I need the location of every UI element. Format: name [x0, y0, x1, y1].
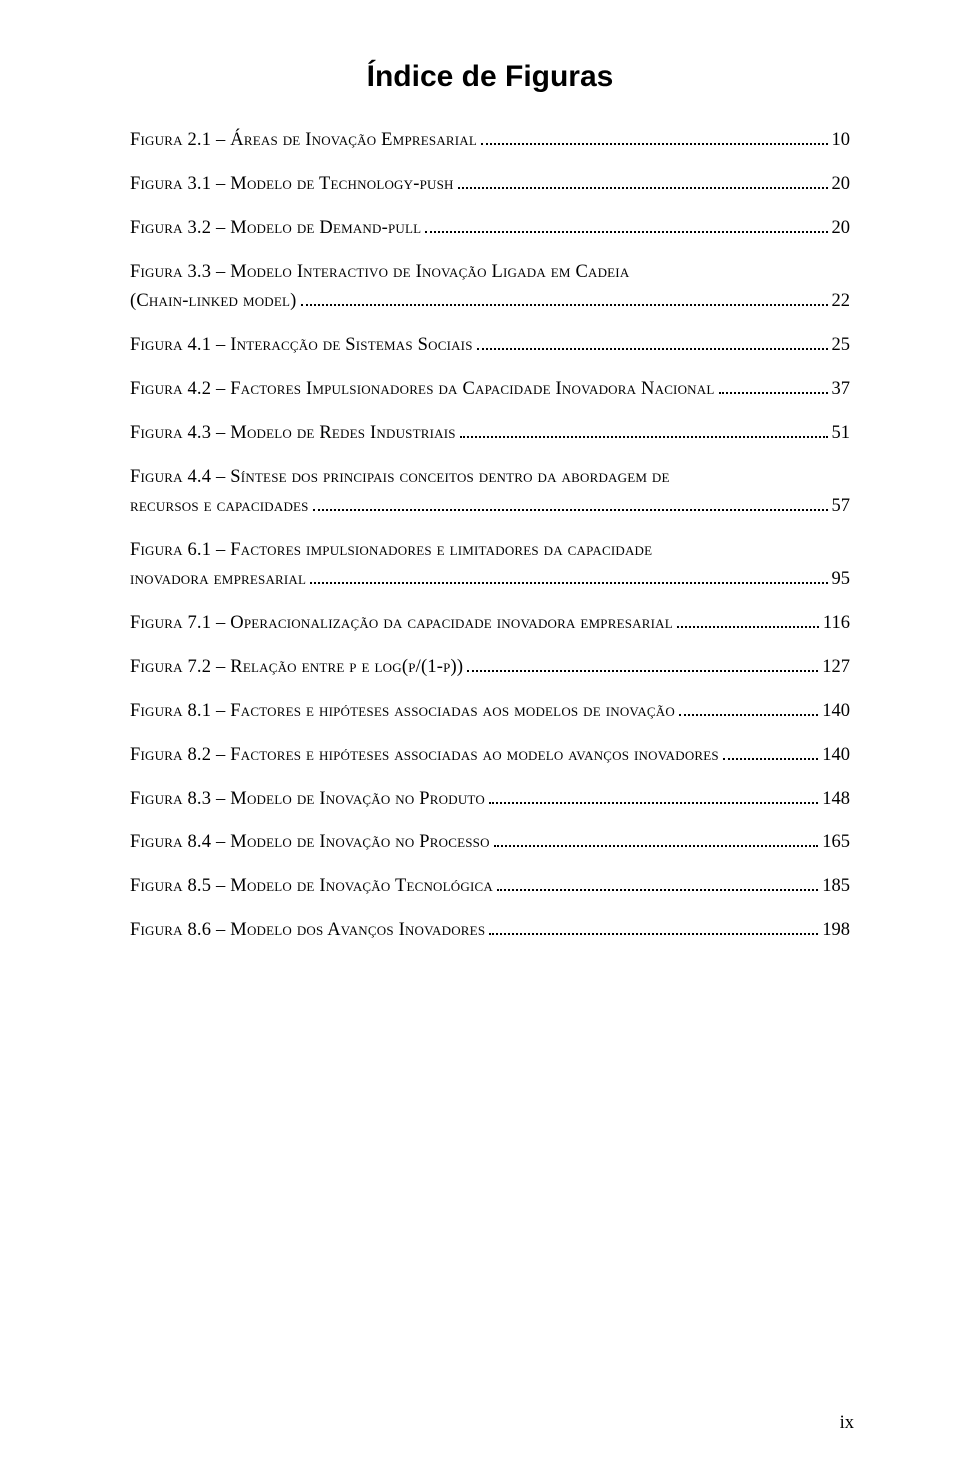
toc-entry-page: 57	[832, 494, 851, 519]
toc-entry: Figura 3.2 – Modelo de Demand-pull 20	[130, 216, 850, 241]
toc-entry-page: 198	[822, 918, 850, 943]
toc-entry: Figura 6.1 – Factores impulsionadores e …	[130, 538, 850, 563]
toc-entry-page: 51	[832, 421, 851, 446]
toc-leader	[460, 421, 828, 438]
toc-leader	[481, 128, 827, 145]
toc-entry-label: Figura 7.2 – Relação entre p e log(p/(1-…	[130, 655, 463, 680]
toc-leader	[467, 655, 818, 672]
toc-entry-label: Figura 2.1 – Áreas de Inovação Empresari…	[130, 128, 477, 153]
toc-leader	[679, 699, 818, 716]
toc-leader	[677, 611, 819, 628]
toc-entry-page: 140	[822, 699, 850, 724]
toc-entry: recursos e capacidades 57	[130, 494, 850, 519]
toc-entry-page: 22	[832, 289, 851, 314]
toc-entry-label: Figura 8.2 – Factores e hipóteses associ…	[130, 743, 719, 768]
page-folio: ix	[840, 1413, 854, 1434]
toc-entry-label: Figura 8.4 – Modelo de Inovação no Proce…	[130, 830, 490, 855]
toc-entry-label: Figura 4.1 – Interacção de Sistemas Soci…	[130, 333, 473, 358]
toc-entry-label: Figura 4.3 – Modelo de Redes Industriais	[130, 421, 456, 446]
toc-entry-label: Figura 8.1 – Factores e hipóteses associ…	[130, 699, 675, 724]
toc-leader	[313, 494, 828, 511]
toc-entry: Figura 8.6 – Modelo dos Avanços Inovador…	[130, 918, 850, 943]
toc-entry-label: Figura 6.1 – Factores impulsionadores e …	[130, 538, 652, 563]
toc-entry-label: inovadora empresarial	[130, 567, 306, 592]
toc-leader	[301, 289, 828, 306]
toc-entry: Figura 8.1 – Factores e hipóteses associ…	[130, 699, 850, 724]
toc-leader	[719, 377, 828, 394]
toc-entry-page: 20	[832, 216, 851, 241]
toc-entry-page: 116	[823, 611, 850, 636]
toc-leader	[310, 567, 827, 584]
toc-entry: Figura 7.1 – Operacionalização da capaci…	[130, 611, 850, 636]
toc-entry: Figura 4.3 – Modelo de Redes Industriais…	[130, 421, 850, 446]
toc-entry-page: 140	[822, 743, 850, 768]
toc-entry: (Chain-linked model) 22	[130, 289, 850, 314]
toc-entry-label: Figura 7.1 – Operacionalização da capaci…	[130, 611, 673, 636]
toc-entry-page: 20	[832, 172, 851, 197]
toc-entry: Figura 8.5 – Modelo de Inovação Tecnológ…	[130, 874, 850, 899]
toc-entry-label: (Chain-linked model)	[130, 289, 297, 314]
toc-entry: Figura 3.3 – Modelo Interactivo de Inova…	[130, 260, 850, 285]
toc-entry-label: Figura 8.3 – Modelo de Inovação no Produ…	[130, 787, 485, 812]
toc-entry: Figura 7.2 – Relação entre p e log(p/(1-…	[130, 655, 850, 680]
toc-entry-label: recursos e capacidades	[130, 494, 309, 519]
toc-entry: Figura 3.1 – Modelo de Technology-push 20	[130, 172, 850, 197]
toc-entry-page: 185	[822, 874, 850, 899]
toc-entry: Figura 4.2 – Factores Impulsionadores da…	[130, 377, 850, 402]
toc-entry: Figura 4.1 – Interacção de Sistemas Soci…	[130, 333, 850, 358]
toc-entries: Figura 2.1 – Áreas de Inovação Empresari…	[130, 128, 850, 943]
toc-entry: Figura 8.3 – Modelo de Inovação no Produ…	[130, 787, 850, 812]
toc-entry-page: 25	[832, 333, 851, 358]
toc-entry: Figura 2.1 – Áreas de Inovação Empresari…	[130, 128, 850, 153]
toc-entry-label: Figura 8.6 – Modelo dos Avanços Inovador…	[130, 918, 485, 943]
toc-entry-label: Figura 3.3 – Modelo Interactivo de Inova…	[130, 260, 629, 285]
toc-leader	[489, 919, 818, 936]
toc-entry-page: 95	[832, 567, 851, 592]
toc-leader	[477, 333, 828, 350]
toc-leader	[425, 216, 827, 233]
page: Índice de Figuras Figura 2.1 – Áreas de …	[0, 0, 960, 1484]
toc-leader	[489, 787, 818, 804]
toc-entry-page: 10	[832, 128, 851, 153]
toc-leader	[497, 875, 818, 892]
toc-entry: Figura 8.4 – Modelo de Inovação no Proce…	[130, 830, 850, 855]
toc-entry-label: Figura 4.2 – Factores Impulsionadores da…	[130, 377, 715, 402]
toc-leader	[458, 172, 828, 189]
toc-entry-page: 37	[832, 377, 851, 402]
toc-entry-label: Figura 3.1 – Modelo de Technology-push	[130, 172, 454, 197]
toc-entry-label: Figura 8.5 – Modelo de Inovação Tecnológ…	[130, 874, 493, 899]
toc-entry-label: Figura 4.4 – Síntese dos principais conc…	[130, 465, 670, 490]
toc-entry-page: 127	[822, 655, 850, 680]
toc-entry-page: 165	[822, 830, 850, 855]
toc-entry: inovadora empresarial 95	[130, 567, 850, 592]
toc-entry-label: Figura 3.2 – Modelo de Demand-pull	[130, 216, 421, 241]
toc-leader	[723, 743, 818, 760]
toc-leader	[494, 831, 819, 848]
toc-entry: Figura 8.2 – Factores e hipóteses associ…	[130, 743, 850, 768]
toc-entry: Figura 4.4 – Síntese dos principais conc…	[130, 465, 850, 490]
page-title: Índice de Figuras	[130, 60, 850, 94]
toc-entry-page: 148	[822, 787, 850, 812]
